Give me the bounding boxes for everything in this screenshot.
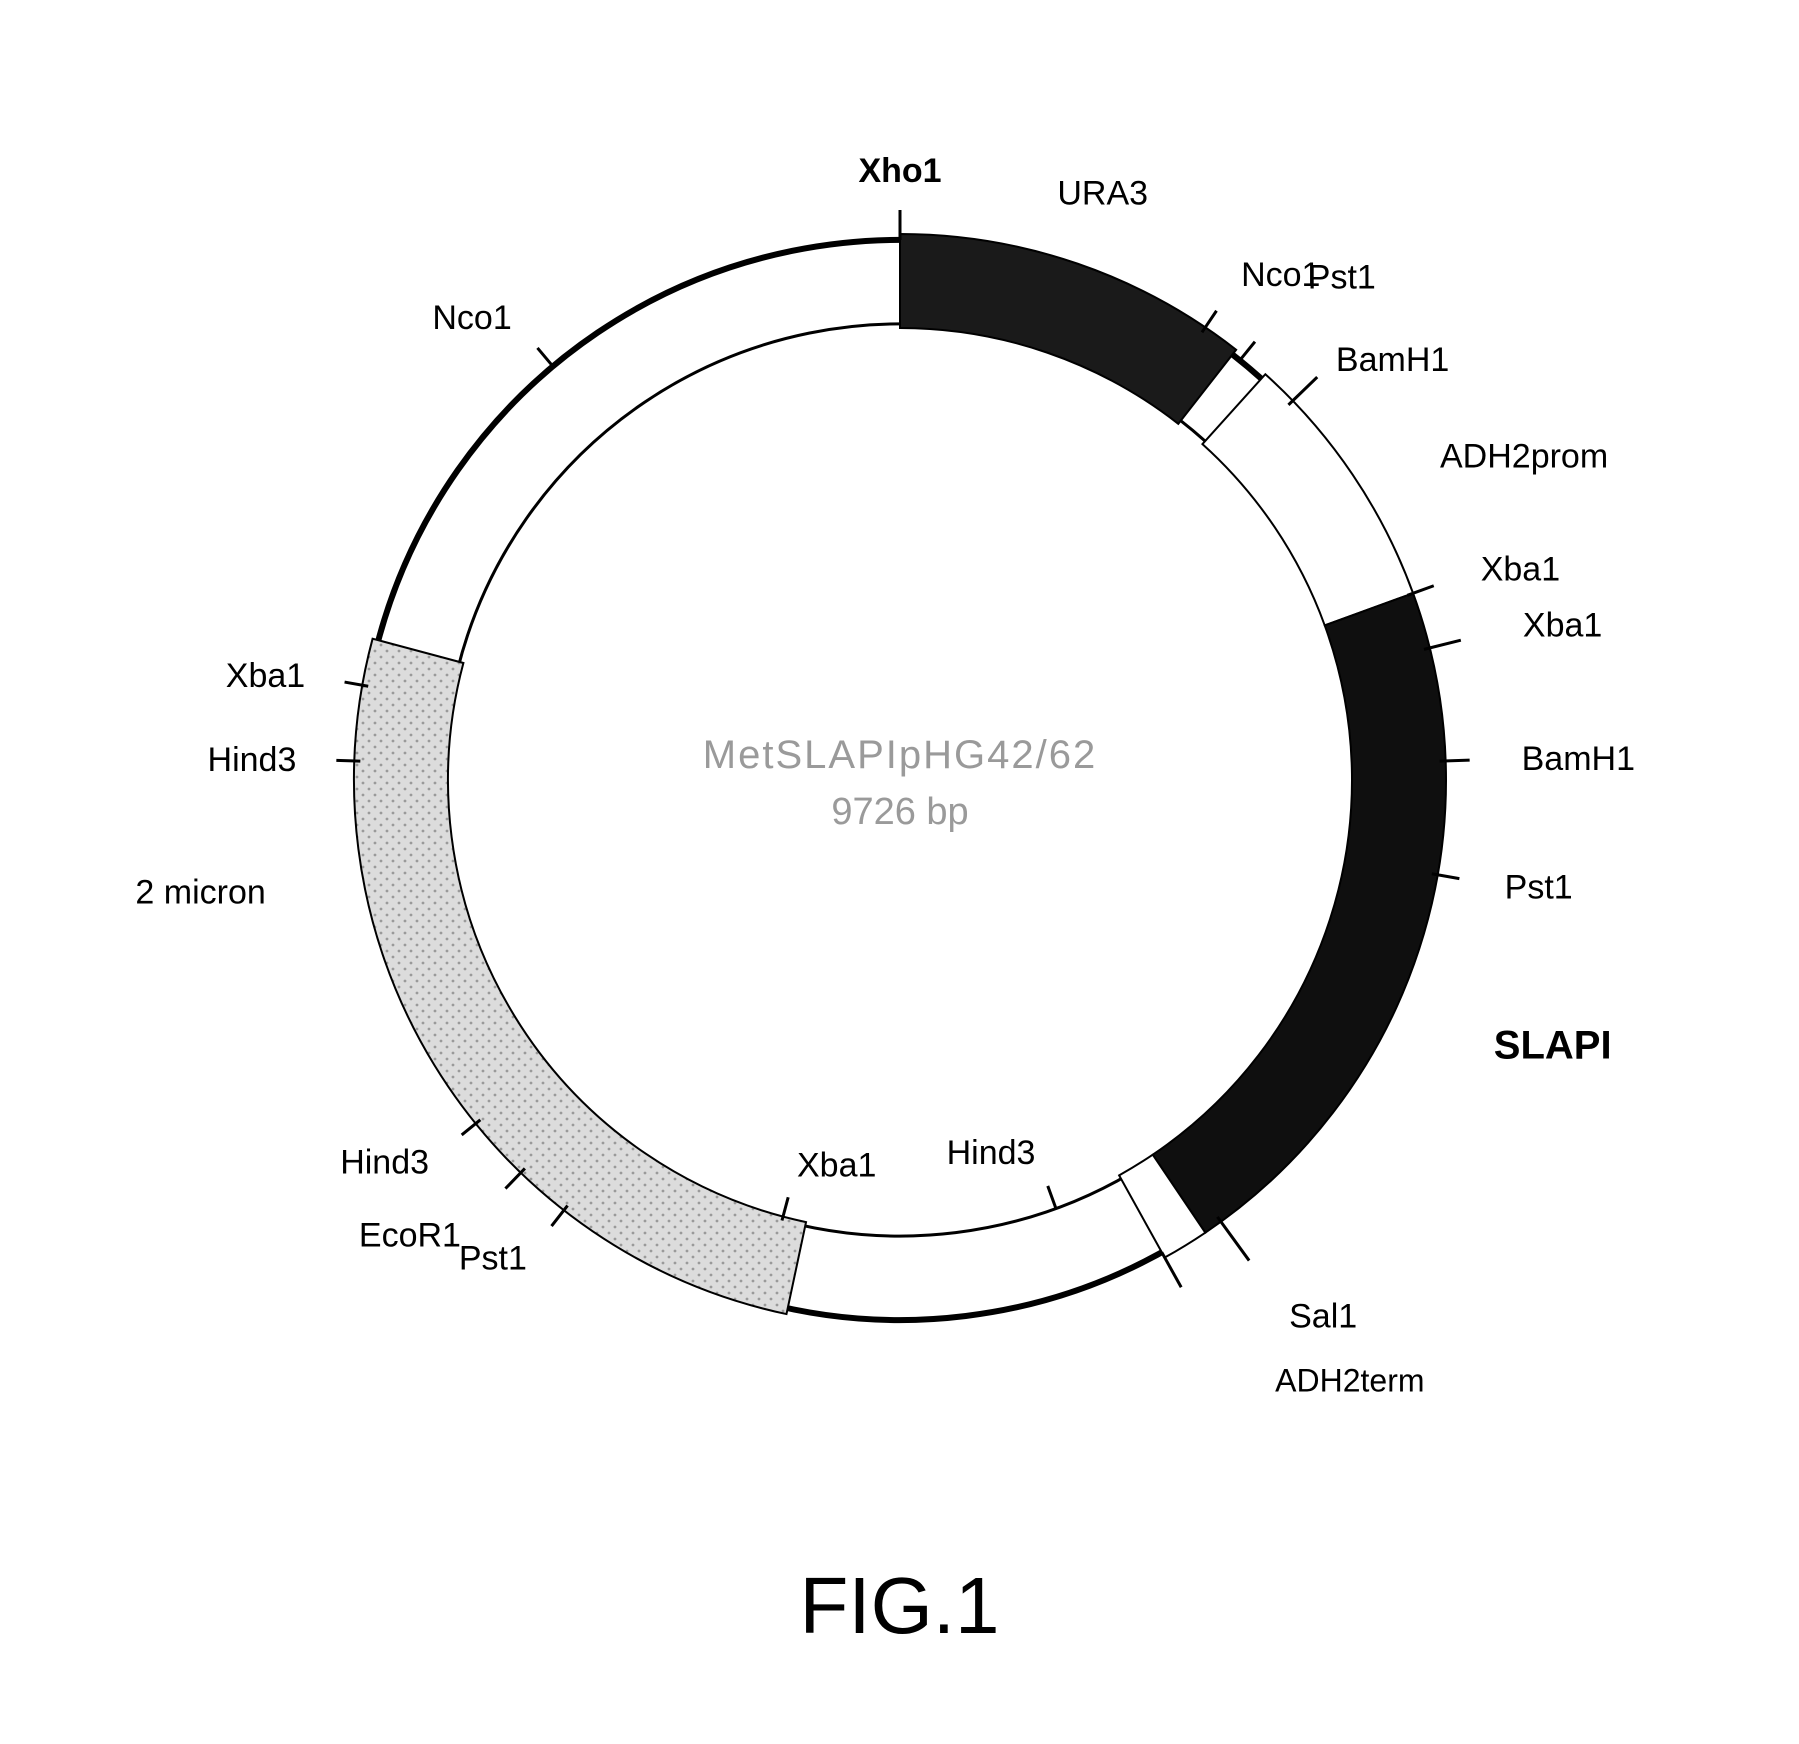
plasmid-name: MetSLAPIpHG42/62 (703, 733, 1097, 777)
site-label-pst1: Pst1 (1505, 869, 1573, 907)
site-label-xba1: Xba1 (797, 1146, 876, 1184)
plasmid-size: 9726 bp (831, 791, 968, 833)
feature-label-2-micron: 2 micron (135, 874, 265, 912)
feature-label-adh2prom: ADH2prom (1440, 437, 1608, 475)
site-label-xho1: Xho1 (858, 152, 941, 190)
site-label-hind3: Hind3 (340, 1143, 429, 1181)
feature-ADH2prom (1202, 374, 1413, 625)
feature-SLAPI (1153, 593, 1446, 1232)
site-label-pst1: Pst1 (459, 1239, 527, 1277)
site-label-xba1: Xba1 (1523, 607, 1602, 645)
feature-label-adh2term: ADH2term (1275, 1363, 1424, 1399)
figure-caption: FIG.1 (0, 1560, 1799, 1652)
feature-URA3 (900, 234, 1236, 424)
site-label-hind3: Hind3 (208, 741, 297, 779)
site-label-pst1: Pst1 (1308, 258, 1376, 296)
site-label-xba1: Xba1 (1481, 551, 1560, 589)
site-label-bamh1: BamH1 (1336, 341, 1449, 379)
site-label-bamh1: BamH1 (1522, 740, 1635, 778)
feature-label-slapi: SLAPI (1494, 1023, 1612, 1067)
site-label-nco1: Nco1 (432, 299, 511, 337)
plasmid-map: Xho1Nco1Pst1BamH1Xba1Xba1BamH1Pst1Sal1No… (0, 0, 1799, 1400)
site-label-xba1: Xba1 (226, 657, 305, 695)
site-label-ecor1: EcoR1 (359, 1217, 461, 1255)
site-label-sal1: Sal1 (1289, 1297, 1357, 1335)
site-label-hind3: Hind3 (947, 1134, 1036, 1172)
feature-label-ura3: URA3 (1057, 175, 1148, 213)
